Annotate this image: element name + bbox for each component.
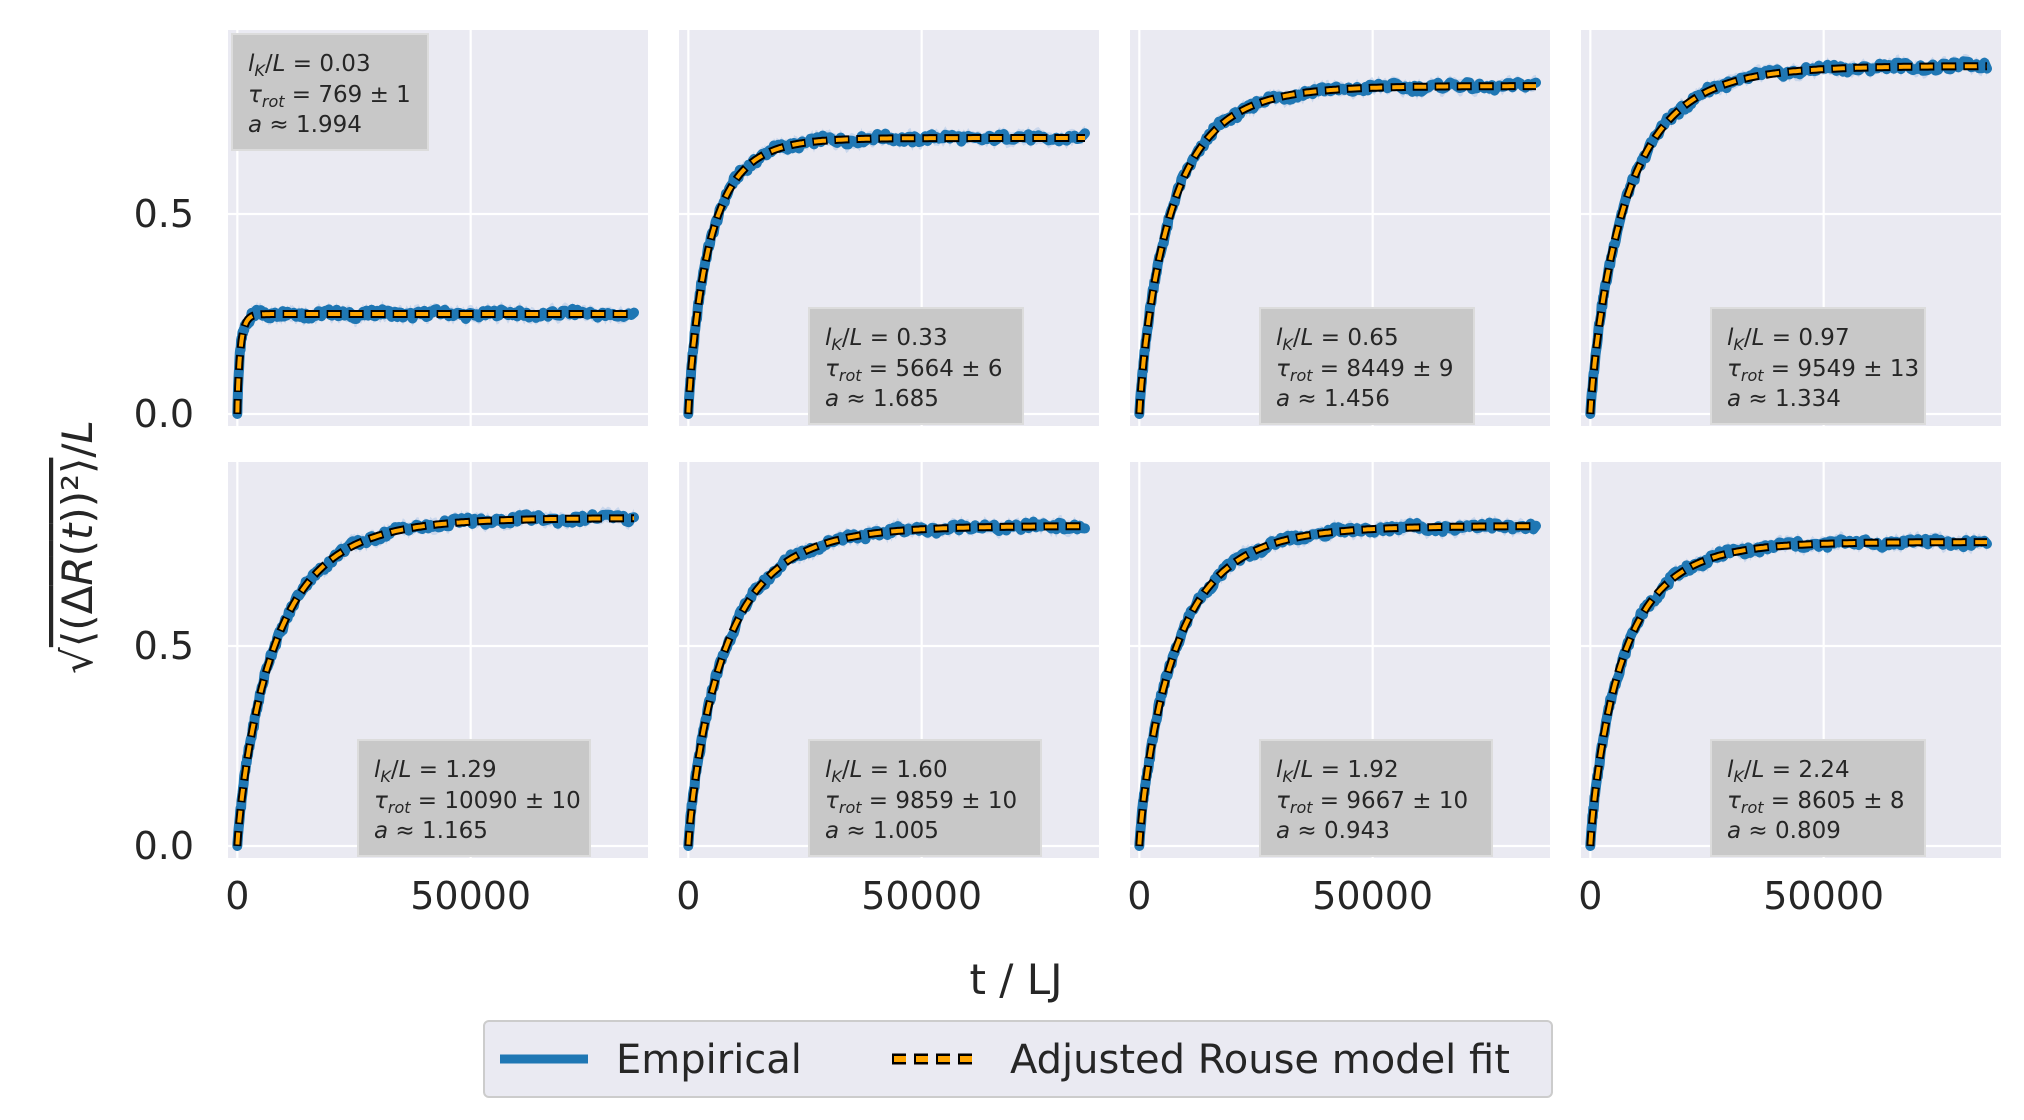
annotation-tau-rot: τrot = 769 ± 1 (248, 82, 411, 111)
y-axis-label-radicand: ⟨(ΔR(t))²⟩ (53, 458, 102, 648)
annotation-lk-ratio: lK/L = 0.97 (1727, 325, 1850, 354)
annotation-exponent: a ≈ 1.456 (1276, 386, 1390, 412)
y-tick-label-0: 0.0 (134, 392, 194, 436)
y-tick-label-0: 0.0 (134, 824, 194, 868)
y-axis-label-denominator: /L (53, 420, 102, 458)
fit-series-line (1137, 84, 1536, 415)
x-tick-label-0: 0 (1578, 874, 1602, 918)
y-tick-label-1: 0.5 (134, 192, 194, 236)
fit-series-line (235, 312, 634, 415)
x-tick-label-1: 50000 (410, 874, 531, 918)
annotation-lk-ratio: lK/L = 1.92 (1276, 757, 1399, 786)
fit-series-line (235, 516, 634, 847)
empirical-series-line (1134, 517, 1541, 851)
x-tick-label-0: 0 (225, 874, 249, 918)
y-axis-label: √⟨(ΔR(t))²⟩/L (53, 420, 102, 674)
fit-series-line (1137, 524, 1536, 847)
y-axis-label-sqrt: √ (53, 647, 102, 674)
annotation-tau-rot: τrot = 9549 ± 13 (1727, 356, 1919, 385)
annotation-background (357, 739, 591, 857)
annotation-exponent: a ≈ 0.809 (1727, 818, 1841, 844)
y-axis-label-text: √⟨(ΔR(t))²⟩/L (53, 420, 102, 674)
annotation-background (808, 307, 1024, 425)
annotation-background (231, 33, 429, 151)
annotation-exponent: a ≈ 1.334 (1727, 386, 1841, 412)
legend-empirical-label: Empirical (616, 1037, 802, 1083)
annotation-lk-ratio: lK/L = 1.60 (825, 757, 948, 786)
annotation-exponent: a ≈ 1.994 (248, 112, 362, 138)
annotation-lk-ratio: lK/L = 0.65 (1276, 325, 1399, 354)
annotation-tau-rot: τrot = 8605 ± 8 (1727, 788, 1904, 817)
x-tick-label-1: 50000 (1312, 874, 1433, 918)
x-tick-label-1: 50000 (1763, 874, 1884, 918)
y-tick-label-1: 0.5 (134, 624, 194, 668)
fit-series-line (686, 524, 1086, 847)
legend-fit-label: Adjusted Rouse model fit (1010, 1037, 1510, 1083)
x-tick-label-0: 0 (676, 874, 700, 918)
legend-frame (483, 1020, 1553, 1098)
annotation-lk-ratio: lK/L = 0.33 (825, 325, 948, 354)
annotation-exponent: a ≈ 0.943 (1276, 818, 1390, 844)
annotation-lk-ratio: lK/L = 2.24 (1727, 757, 1850, 786)
x-axis-label: t / LJ (969, 955, 1062, 1004)
fit-series-line (1588, 64, 1987, 415)
annotation-exponent: a ≈ 1.005 (825, 818, 939, 844)
annotation-lk-ratio: lK/L = 0.03 (248, 51, 371, 80)
annotation-background (808, 739, 1042, 857)
annotation-background (1259, 307, 1475, 425)
annotation-tau-rot: τrot = 5664 ± 6 (825, 356, 1002, 385)
annotation-background (1710, 739, 1926, 857)
fit-series-line (686, 136, 1085, 415)
annotation-tau-rot: τrot = 9667 ± 10 (1276, 788, 1468, 817)
annotation-tau-rot: τrot = 8449 ± 9 (1276, 356, 1453, 385)
annotation-exponent: a ≈ 1.165 (374, 818, 488, 844)
annotation-tau-rot: τrot = 9859 ± 10 (825, 788, 1017, 817)
annotation-exponent: a ≈ 1.685 (825, 386, 939, 412)
x-tick-label-0: 0 (1127, 874, 1151, 918)
annotation-lk-ratio: lK/L = 1.29 (374, 757, 497, 786)
fit-series-line (1588, 540, 1987, 847)
legend: Empirical Adjusted Rouse model fit (483, 1020, 1553, 1098)
annotation-background (1259, 739, 1493, 857)
annotation-background (1710, 307, 1926, 425)
annotation-tau-rot: τrot = 10090 ± 10 (374, 788, 581, 817)
x-tick-label-1: 50000 (861, 874, 982, 918)
